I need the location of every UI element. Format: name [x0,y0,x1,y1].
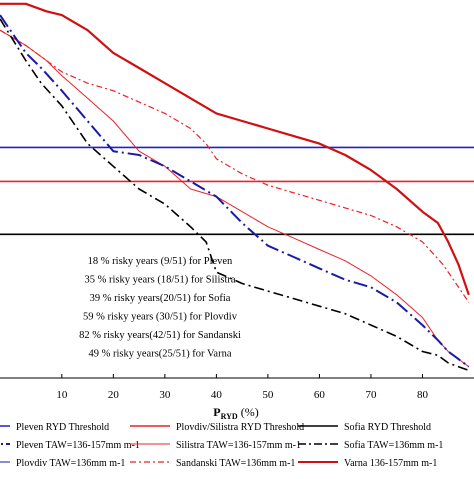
legend-label-8: Varna 136-157mm m-1 [344,458,437,469]
series-line-4 [0,18,470,372]
legend-label-1: Plovdiv/Silistra RYD Threshold [176,422,304,433]
annotation-text-5: 49 % risky years(25/51) for Varna [89,349,232,360]
x-tick-label-5: 60 [314,389,326,401]
x-tick-label-3: 40 [211,389,223,401]
x-tick-label-4: 50 [262,389,274,401]
series-line-1 [0,29,470,303]
x-tick-label-7: 80 [417,389,429,401]
x-tick-label-1: 20 [108,389,120,401]
legend-label-6: Plovdiv TAW=136mm m-1 [16,458,125,469]
series-line-3 [0,14,470,368]
x-tick-label-0: 10 [56,389,68,401]
annotation-text-2: 39 % risky years(20/51) for Sofia [90,293,231,304]
series-line-2 [0,29,470,368]
legend-label-3: Pleven TAW=136-157mm m-1 [16,440,140,451]
annotation-text-1: 35 % risky years (18/51) for Silistra [84,275,235,286]
x-axis-title: PRYD (%) [213,405,258,421]
legend-label-2: Sofia RYD Threshold [344,422,431,433]
x-tick-label-2: 30 [159,389,171,401]
annotation-text-4: 82 % risky years(42/51) for Sandanski [79,330,241,341]
legend-label-0: Pleven RYD Threshold [16,422,109,433]
legend-label-4: Silistra TAW=136-157mm m-1 [176,440,301,451]
annotation-text-0: 18 % risky years (9/51) for Pleven [88,256,233,267]
annotation-text-3: 59 % risky years (30/51) for Plovdiv [83,312,238,323]
legend-label-5: Sofia TAW=136mm m-1 [344,440,443,451]
x-tick-label-6: 70 [365,389,377,401]
legend-label-7: Sandanski TAW=136mm m-1 [176,458,295,469]
series-line-0 [0,2,470,296]
